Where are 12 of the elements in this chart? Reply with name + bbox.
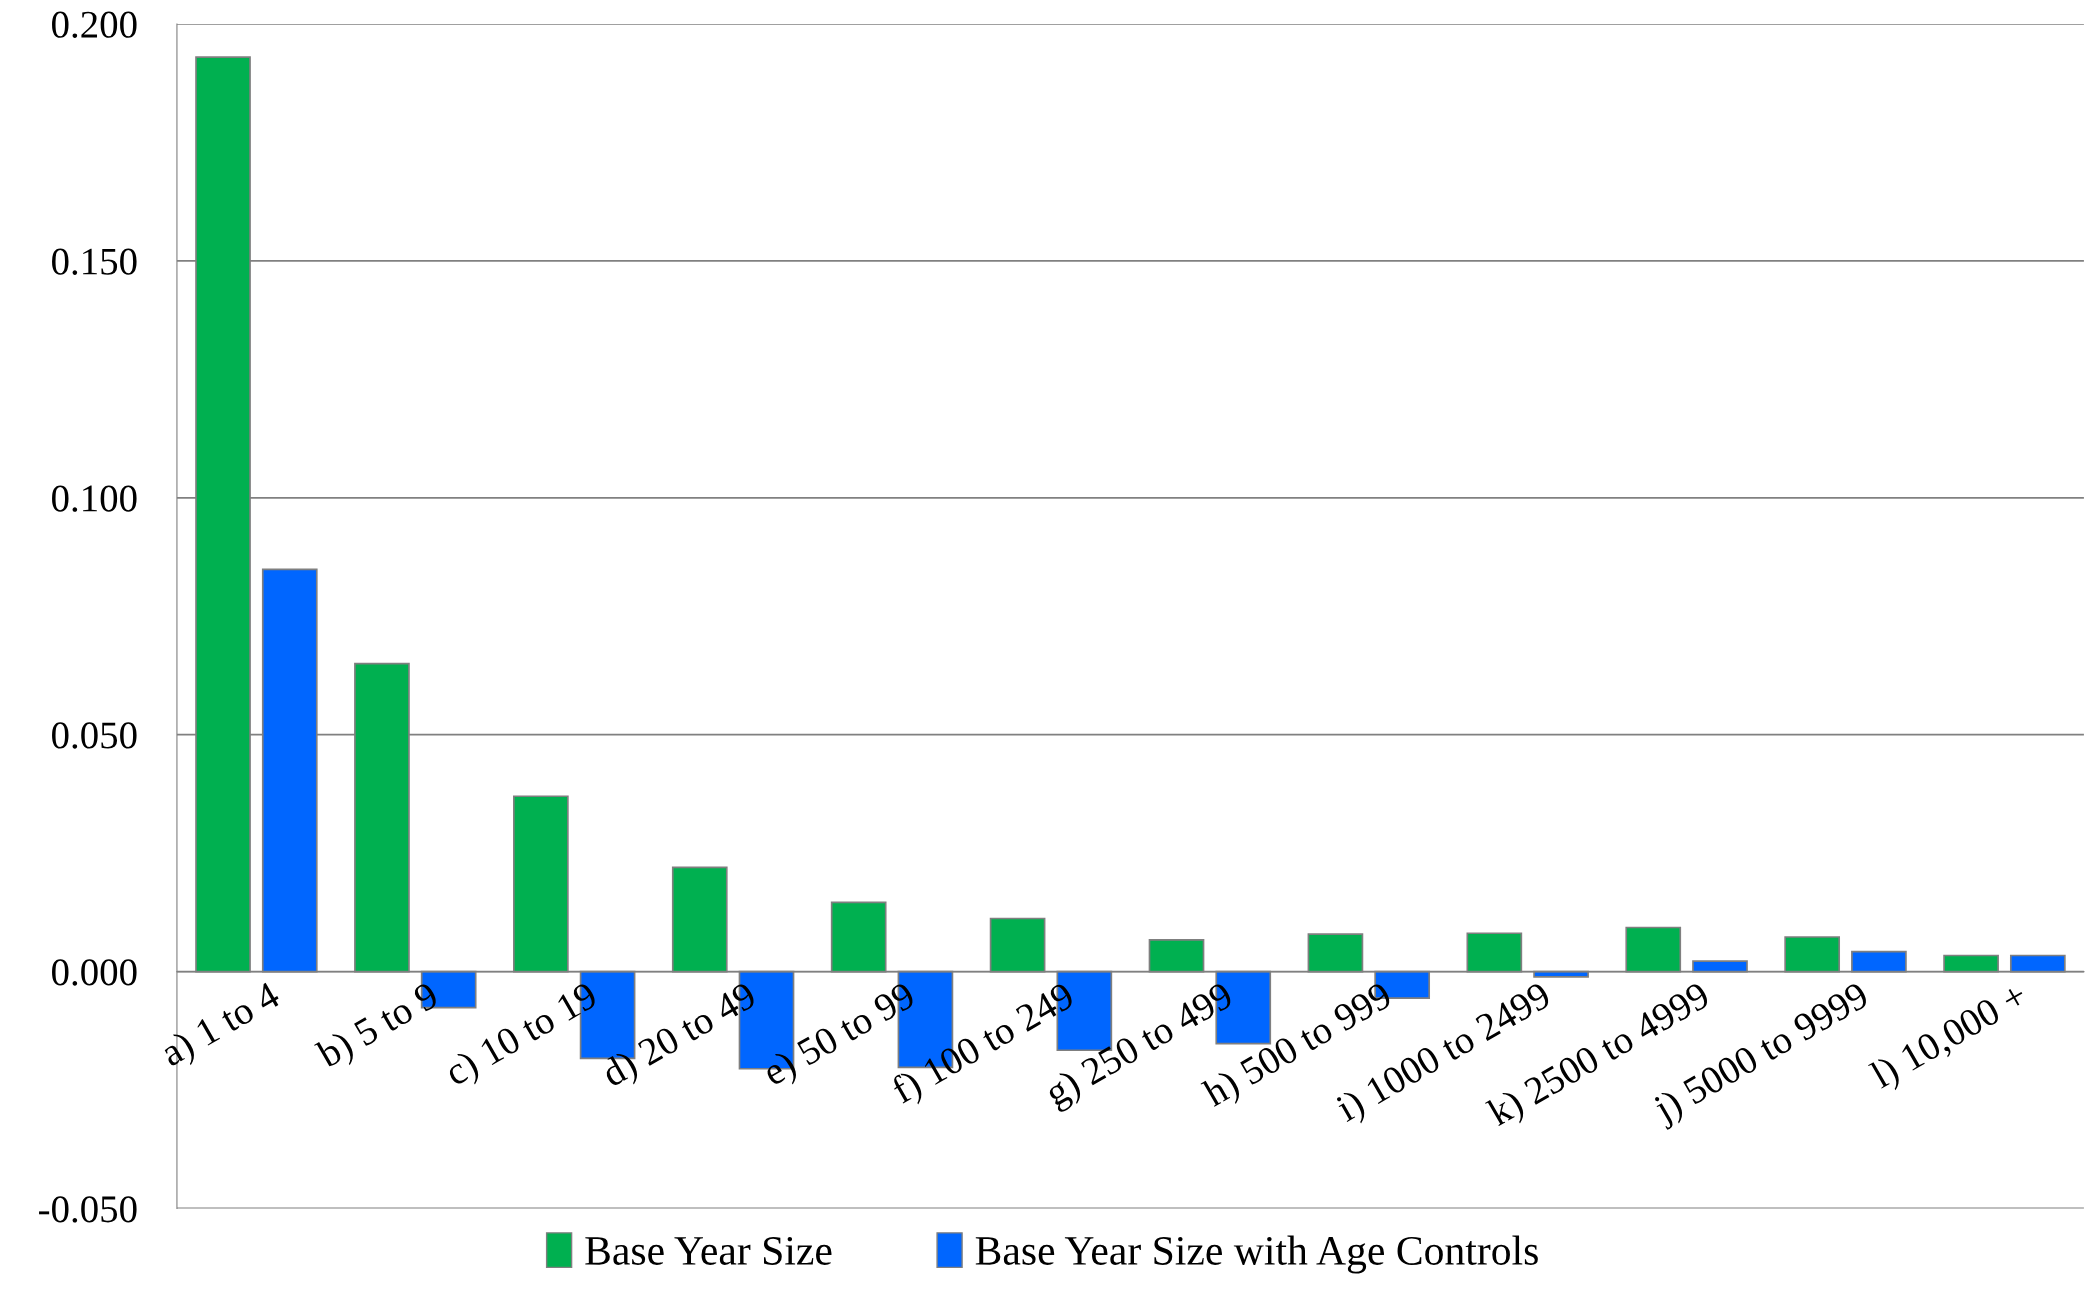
x-tick-label: d) 20 to 49 (599, 980, 762, 1095)
y-tick-label: 0.200 (52, 11, 137, 38)
x-tick-label: c) 10 to 19 (446, 981, 599, 1087)
x-tick-label: b) 5 to 9 (314, 980, 444, 1076)
y-tick-label: 0.050 (52, 722, 137, 749)
y-tick-label: -0.050 (39, 1196, 137, 1223)
y-tick-label: 0.150 (52, 248, 137, 275)
y-tick-label: 0.000 (52, 959, 137, 986)
legend-label: Base Year Size with Age Controls (975, 1235, 1538, 1274)
x-tick-label: a) 1 to 4 (158, 979, 286, 1074)
legend-label: Base Year Size (585, 1236, 832, 1265)
y-tick-label: 0.100 (52, 485, 137, 512)
